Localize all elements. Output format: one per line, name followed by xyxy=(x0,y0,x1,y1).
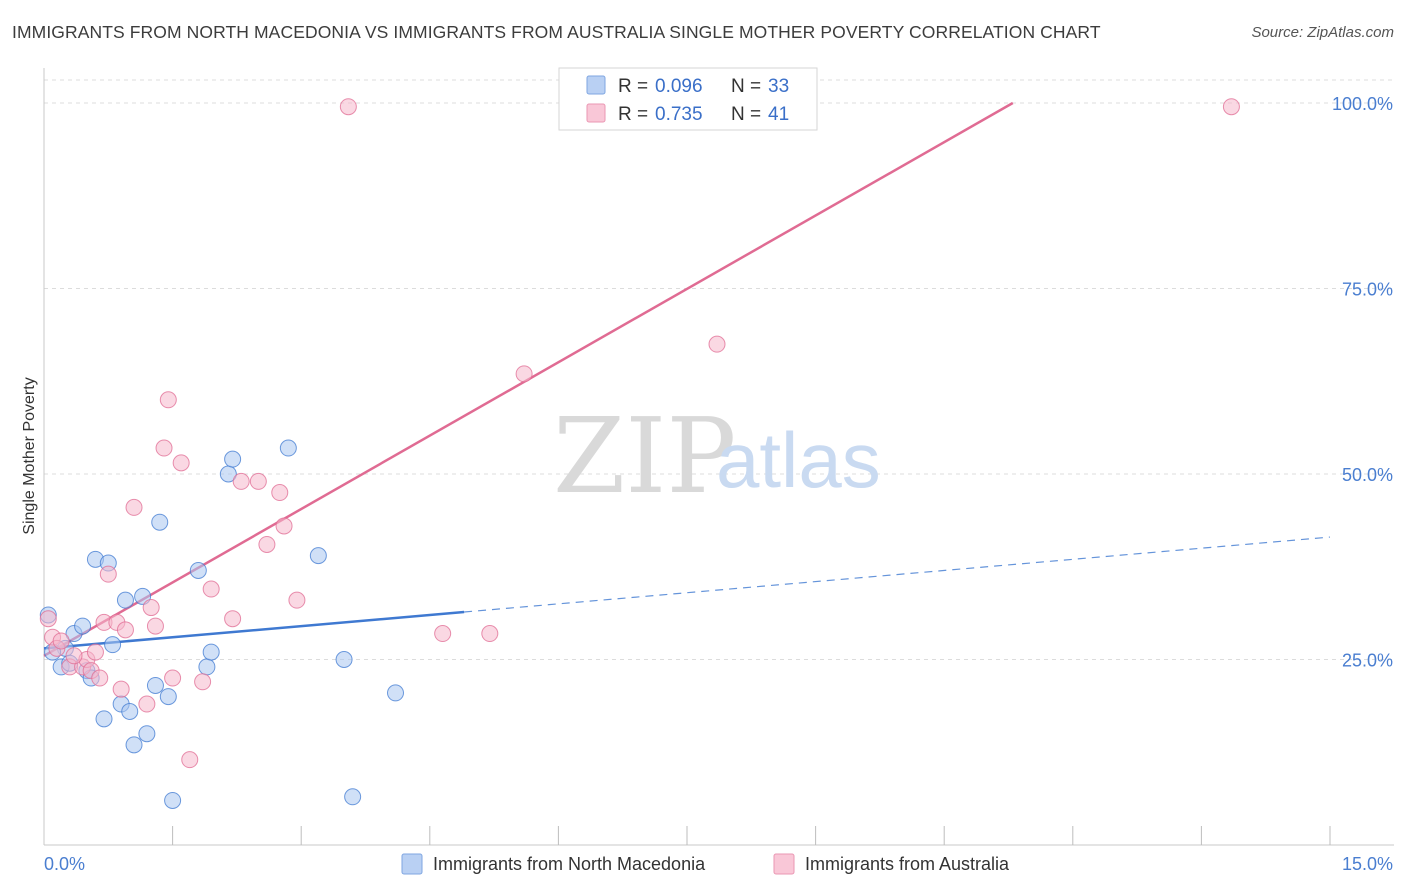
point-north-macedonia xyxy=(189,561,207,579)
point-australia xyxy=(258,535,276,553)
point-north-macedonia xyxy=(121,702,139,720)
point-australia xyxy=(339,98,357,116)
legend-series: Immigrants from North Macedonia Immigran… xyxy=(401,853,1010,875)
source-credit: Source: ZipAtlas.com xyxy=(1251,24,1394,41)
point-north-macedonia xyxy=(125,736,143,754)
point-north-macedonia xyxy=(116,591,134,609)
point-australia xyxy=(86,643,104,661)
point-australia xyxy=(288,591,306,609)
legend-label-australia: Immigrants from Australia xyxy=(805,854,1010,874)
y-tick-label: 25.0% xyxy=(1342,651,1393,671)
legend-n-label: N = xyxy=(731,76,761,97)
point-australia xyxy=(142,599,160,617)
legend-r-label: R = xyxy=(618,76,648,97)
point-north-macedonia xyxy=(104,636,122,654)
legend-stats: R = 0.096 N = 33 R = 0.735 N = 41 xyxy=(558,67,818,131)
point-australia xyxy=(138,695,156,713)
trend-line-north-macedonia-projection xyxy=(464,536,1331,613)
y-tick-label: 75.0% xyxy=(1342,280,1393,300)
point-north-macedonia xyxy=(164,791,182,809)
y-tick-labels: 25.0% 50.0% 75.0% 100.0% xyxy=(1332,94,1393,671)
point-north-macedonia xyxy=(309,547,327,565)
watermark-atlas: atlas xyxy=(716,416,881,504)
legend-swatch-pink xyxy=(586,103,606,123)
point-australia xyxy=(99,565,117,583)
legend-swatch-australia xyxy=(773,853,795,875)
point-australia xyxy=(1222,98,1240,116)
point-australia xyxy=(271,484,289,502)
trend-lines xyxy=(43,101,1331,657)
point-australia xyxy=(116,621,134,639)
x-tick-labels: 0.0% 15.0% xyxy=(44,854,1393,874)
watermark: ZIP atlas xyxy=(553,395,881,517)
data-points xyxy=(39,94,1240,809)
point-australia xyxy=(125,498,143,516)
y-tick-label: 50.0% xyxy=(1342,465,1393,485)
point-australia xyxy=(52,632,70,650)
legend-swatch-blue xyxy=(586,75,606,95)
legend-swatch-north-macedonia xyxy=(401,853,423,875)
point-australia xyxy=(146,617,164,635)
point-australia xyxy=(39,610,57,628)
point-north-macedonia xyxy=(74,617,92,635)
point-australia xyxy=(155,439,173,457)
point-north-macedonia xyxy=(224,450,242,468)
legend-r-label: R = xyxy=(618,104,648,125)
point-australia xyxy=(181,751,199,769)
watermark-zip: ZIP xyxy=(553,395,736,517)
point-australia xyxy=(481,625,499,643)
point-north-macedonia xyxy=(387,684,405,702)
point-north-macedonia xyxy=(138,725,156,743)
point-australia xyxy=(194,673,212,691)
point-australia xyxy=(164,669,182,687)
point-australia xyxy=(202,580,220,598)
point-north-macedonia xyxy=(146,676,164,694)
point-australia xyxy=(232,472,250,490)
chart-title: IMMIGRANTS FROM NORTH MACEDONIA VS IMMIG… xyxy=(12,22,1101,42)
point-north-macedonia xyxy=(344,788,362,806)
point-australia xyxy=(224,610,242,628)
point-australia xyxy=(112,680,130,698)
legend-label-north-macedonia: Immigrants from North Macedonia xyxy=(433,854,706,874)
legend-n-label: N = xyxy=(731,104,761,125)
point-north-macedonia xyxy=(95,710,113,728)
legend-r-value: 0.096 xyxy=(655,76,703,97)
y-axis-label: Single Mother Poverty xyxy=(21,377,38,534)
legend-r-value: 0.735 xyxy=(655,104,703,125)
y-tick-label: 100.0% xyxy=(1332,94,1393,114)
point-north-macedonia xyxy=(198,658,216,676)
point-australia xyxy=(515,365,533,383)
legend-n-value: 33 xyxy=(768,76,789,97)
point-australia xyxy=(275,517,293,535)
point-north-macedonia xyxy=(202,643,220,661)
point-australia xyxy=(434,625,452,643)
x-tick-label: 15.0% xyxy=(1342,854,1393,874)
point-australia xyxy=(65,647,83,665)
point-australia xyxy=(249,472,267,490)
x-tick-label: 0.0% xyxy=(44,854,85,874)
point-north-macedonia xyxy=(159,688,177,706)
point-north-macedonia xyxy=(279,439,297,457)
grid-lines xyxy=(44,79,1394,660)
point-australia xyxy=(159,391,177,409)
point-australia xyxy=(91,669,109,687)
point-north-macedonia xyxy=(151,513,169,531)
point-north-macedonia xyxy=(335,651,353,668)
point-australia xyxy=(172,454,190,472)
legend-n-value: 41 xyxy=(768,104,789,125)
point-australia xyxy=(708,335,726,353)
axes xyxy=(43,68,1394,846)
